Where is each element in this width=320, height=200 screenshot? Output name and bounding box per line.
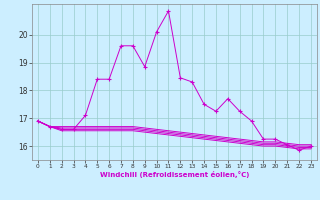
X-axis label: Windchill (Refroidissement éolien,°C): Windchill (Refroidissement éolien,°C) [100, 171, 249, 178]
